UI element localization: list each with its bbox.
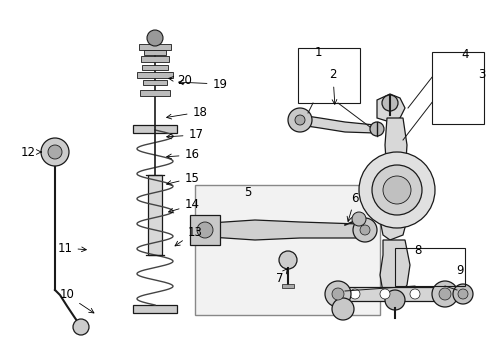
Circle shape — [457, 289, 467, 299]
Text: 4: 4 — [460, 49, 468, 62]
Circle shape — [452, 284, 472, 304]
Text: 15: 15 — [166, 171, 199, 185]
Circle shape — [352, 218, 376, 242]
Circle shape — [351, 212, 365, 226]
Polygon shape — [379, 240, 409, 298]
Circle shape — [325, 281, 350, 307]
Circle shape — [197, 222, 213, 238]
Circle shape — [369, 122, 383, 136]
Circle shape — [431, 281, 457, 307]
Circle shape — [287, 108, 311, 132]
Bar — [139, 44, 171, 50]
Bar — [394, 248, 464, 286]
Circle shape — [379, 289, 389, 299]
Circle shape — [331, 298, 353, 320]
Text: 19: 19 — [178, 77, 227, 90]
Text: 1: 1 — [314, 45, 321, 58]
Polygon shape — [299, 115, 374, 133]
Circle shape — [359, 225, 369, 235]
Text: 2: 2 — [328, 68, 336, 104]
Bar — [133, 125, 177, 133]
Bar — [282, 284, 293, 288]
Circle shape — [381, 95, 397, 111]
Bar — [337, 287, 444, 301]
Circle shape — [147, 30, 163, 46]
Text: 16: 16 — [166, 148, 199, 162]
Bar — [137, 72, 173, 78]
Bar — [142, 80, 167, 85]
Text: 11: 11 — [58, 242, 86, 255]
Circle shape — [279, 251, 296, 269]
Circle shape — [371, 165, 421, 215]
Circle shape — [409, 289, 419, 299]
Polygon shape — [209, 220, 364, 240]
Text: 5: 5 — [244, 185, 251, 198]
Bar — [431, 52, 483, 124]
Bar — [148, 175, 162, 255]
Text: 8: 8 — [413, 244, 421, 257]
Bar — [141, 56, 169, 62]
Polygon shape — [376, 94, 404, 122]
Text: 6: 6 — [346, 192, 358, 221]
Bar — [133, 305, 177, 313]
Text: 7: 7 — [276, 269, 287, 284]
Text: 9: 9 — [455, 264, 463, 276]
Text: 3: 3 — [477, 68, 485, 81]
Bar — [143, 50, 165, 55]
Text: 13: 13 — [175, 225, 202, 246]
Text: 20: 20 — [168, 73, 192, 86]
Circle shape — [331, 288, 343, 300]
Circle shape — [382, 176, 410, 204]
Bar — [142, 65, 168, 70]
Circle shape — [294, 115, 305, 125]
Circle shape — [438, 288, 450, 300]
Circle shape — [349, 289, 359, 299]
Bar — [140, 90, 170, 96]
Circle shape — [41, 138, 69, 166]
Bar — [297, 48, 359, 103]
Circle shape — [48, 145, 62, 159]
Bar — [195, 185, 379, 315]
Text: 14: 14 — [168, 198, 199, 213]
Text: 10: 10 — [60, 288, 94, 313]
Bar — [190, 215, 220, 245]
Text: 12: 12 — [20, 145, 41, 158]
Text: 18: 18 — [166, 105, 207, 119]
Polygon shape — [379, 118, 409, 240]
Circle shape — [358, 152, 434, 228]
Text: 17: 17 — [166, 129, 203, 141]
Circle shape — [73, 319, 89, 335]
Circle shape — [384, 290, 404, 310]
